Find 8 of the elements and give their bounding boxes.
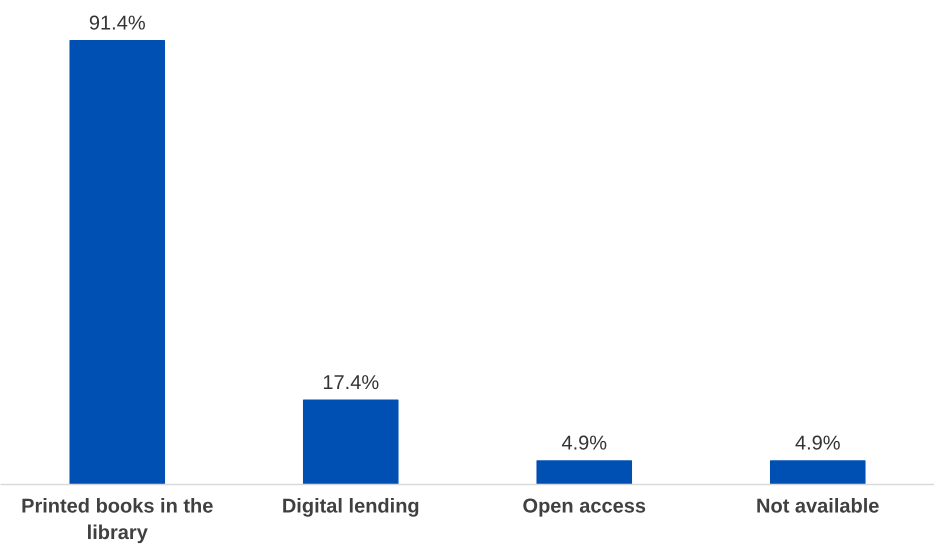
data-label: 17.4% xyxy=(322,372,380,394)
data-label: 4.9% xyxy=(794,432,841,455)
x-tick-label: Not available xyxy=(756,496,880,518)
x-tick-label: Open access xyxy=(522,496,646,518)
data-label: 4.9% xyxy=(561,432,608,455)
x-tick-label: Printed books in the library xyxy=(21,496,214,544)
x-tick-label: Digital lending xyxy=(282,496,420,518)
data-label: 91.4% xyxy=(88,12,146,34)
